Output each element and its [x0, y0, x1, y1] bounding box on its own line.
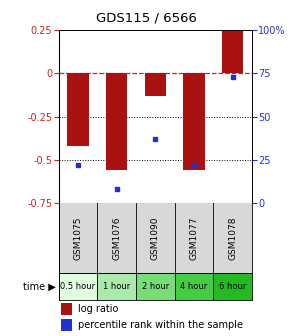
- Bar: [145, 74, 166, 96]
- Text: 0.5 hour: 0.5 hour: [60, 282, 96, 291]
- Bar: [59, 273, 97, 300]
- Text: 2 hour: 2 hour: [142, 282, 169, 291]
- Bar: [61, 319, 72, 331]
- Text: log ratio: log ratio: [78, 304, 118, 314]
- Text: GSM1075: GSM1075: [74, 216, 82, 260]
- Text: 1 hour: 1 hour: [103, 282, 130, 291]
- Bar: [213, 273, 252, 300]
- Bar: [97, 273, 136, 300]
- Text: GSM1076: GSM1076: [112, 216, 121, 260]
- Bar: [222, 30, 243, 74]
- Bar: [106, 74, 127, 170]
- Text: 6 hour: 6 hour: [219, 282, 246, 291]
- Bar: [67, 74, 88, 146]
- Bar: [175, 273, 213, 300]
- Bar: [136, 273, 175, 300]
- Text: GSM1078: GSM1078: [228, 216, 237, 260]
- Text: time ▶: time ▶: [23, 282, 56, 292]
- Bar: [61, 302, 72, 315]
- Text: 4 hour: 4 hour: [180, 282, 208, 291]
- Text: GSM1077: GSM1077: [190, 216, 198, 260]
- Text: GSM1090: GSM1090: [151, 216, 160, 260]
- Text: GDS115 / 6566: GDS115 / 6566: [96, 12, 197, 25]
- Text: percentile rank within the sample: percentile rank within the sample: [78, 320, 243, 330]
- Bar: [183, 74, 205, 170]
